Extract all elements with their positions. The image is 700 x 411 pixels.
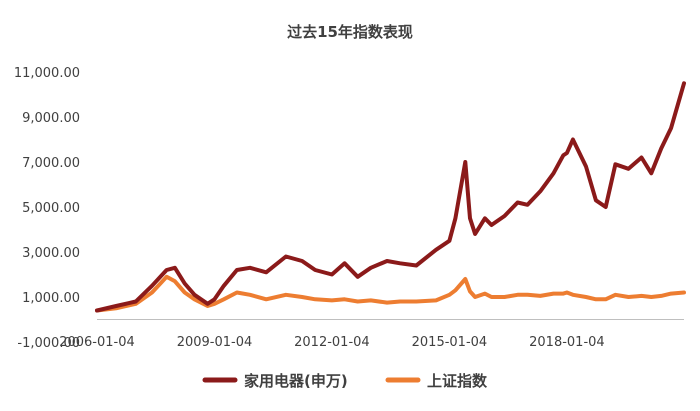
x-tick-label: 2006-01-04 [59,335,135,350]
y-tick-label: 9,000.00 [22,111,80,126]
y-tick-label: -1,000.00 [17,336,80,351]
y-tick-label: 7,000.00 [22,156,80,171]
legend-label: 家用电器(申万) [244,372,348,390]
series-line [95,81,686,313]
series-lines [95,81,686,313]
legend: 家用电器(申万) 上证指数 [202,372,488,390]
x-tick-label: 2015-01-04 [412,335,488,350]
legend-label: 上证指数 [427,372,488,390]
series-line [95,274,686,313]
x-axis-labels: 2006-01-04 2009-01-04 2012-01-04 2015-01-04… [59,335,604,350]
y-tick-label: 1,000.00 [22,291,80,306]
x-tick-label: 2012-01-04 [294,335,370,350]
y-tick-label: 11,000.00 [14,66,80,81]
chart-title: 过去15年指数表现 [287,23,413,41]
y-tick-label: 3,000.00 [22,246,80,261]
y-axis-labels: -1,000.00 1,000.00 3,000.00 5,000.00 7,000.0… [14,66,80,351]
y-tick-label: 5,000.00 [22,201,80,216]
x-tick-label: 2018-01-04 [529,335,605,350]
x-tick-label: 2009-01-04 [177,335,253,350]
